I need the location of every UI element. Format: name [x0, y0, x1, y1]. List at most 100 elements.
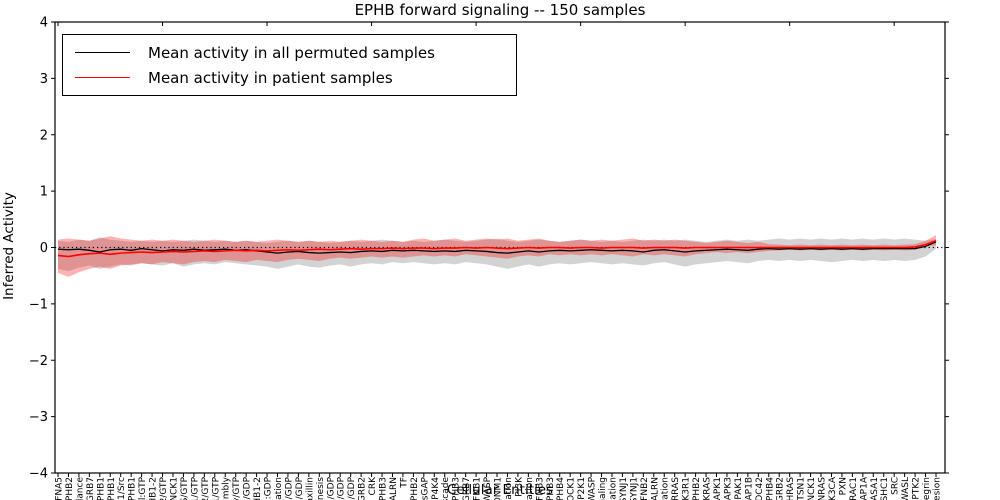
- patient-band: [58, 235, 936, 277]
- x-tick-label: Ephrin B/EPHB2/KALRN: [389, 477, 399, 500]
- x-tick-label: mol:GDP: [264, 476, 274, 500]
- x-tick-label: MAP2K1: [577, 477, 587, 500]
- x-tick-label: receptor internalization: [608, 477, 618, 500]
- confidence-bands: [58, 235, 936, 277]
- x-tick-label: Ephrin B/EPHB2: [410, 477, 420, 500]
- x-tick-label: PTK2: [912, 477, 922, 500]
- x-tick-label: RAS family/GDP: [337, 476, 347, 500]
- x-tick-label: CDC42/GTP: [201, 476, 211, 500]
- x-tick-label: Ephrin B/EPHB1/Src/p52 SHC/GRB2: [358, 477, 368, 500]
- x-tick-label: Rac1/GTP: [190, 476, 200, 500]
- x-tick-label: GRB7: [462, 477, 472, 500]
- y-tick-labels: 4 3 2 1 0 −1 −2 −3 −4: [29, 16, 48, 482]
- legend: Mean activity in all permuted samples Me…: [62, 34, 517, 96]
- x-tick-label: cell-cell signaling: [598, 477, 608, 500]
- x-tick-label: cell adhesion mediated by integrin: [922, 477, 932, 500]
- x-tick-label: TF: [399, 477, 409, 489]
- x-tick-label: Ephrin B/EPHB1/Src: [117, 477, 127, 500]
- x-tick-label: WASL: [901, 477, 911, 500]
- x-tick-label: SYNJ1: [619, 477, 629, 500]
- x-tick-label: RAC1-CDC42/GTP: [159, 476, 169, 500]
- x-tick-label: ruffle organization: [504, 477, 514, 500]
- x-tick-label: RAP1B: [744, 477, 754, 500]
- y-tick-label: 3: [40, 72, 48, 87]
- x-tick-label: Ephrin B/EPHB1/GRB7: [86, 477, 96, 500]
- x-tick-label: EPHB1: [96, 477, 106, 500]
- x-tick-label: SRC: [891, 477, 901, 495]
- x-tick-label: ITSN1: [797, 477, 807, 500]
- x-tick-label: Rap1/GTP: [211, 476, 221, 500]
- x-tick-label: EFNB1: [473, 477, 483, 500]
- x-tick-label: PAK1: [734, 477, 744, 500]
- x-tick-label: DNM1: [494, 477, 504, 500]
- x-tick-label: ROCK1: [567, 477, 577, 500]
- x-tick-label: neuron projection morphogenesis: [316, 477, 326, 500]
- x-tick-label: GRB2: [776, 477, 786, 500]
- x-tick-label: Ephrin B2/EPHB1-2: [253, 477, 263, 500]
- y-tick-label: 0: [40, 241, 48, 256]
- x-tick-label: MAPK3: [723, 477, 733, 500]
- y-axis-label: Inferred Activity: [1, 192, 17, 300]
- x-axis-label: Cellular Entities: [446, 482, 554, 498]
- legend-label-permuted: Mean activity in all permuted samples: [148, 43, 435, 62]
- x-tick-label: HRAS: [786, 477, 796, 500]
- x-tick-label: EFNA5: [55, 477, 65, 500]
- y-tick-label: −3: [29, 410, 48, 425]
- chart-title: EPHB forward signaling -- 150 samples: [354, 1, 646, 19]
- x-tick-label: KALRN: [650, 477, 660, 500]
- legend-line-permuted-icon: [75, 52, 130, 53]
- x-tick-label: PIK3R1: [682, 477, 692, 500]
- x-tick-label: RASA1: [870, 477, 880, 500]
- permuted-band: [58, 237, 936, 272]
- x-tick-label: Ephrin A5/EPHB2: [65, 477, 75, 500]
- x-tick-label: Ephrin B/EPHB1/Src/Paxillin: [305, 477, 315, 500]
- x-tick-label: Ephrin B1/EPHB1: [128, 477, 138, 500]
- x-tick-label: PI3K: [514, 476, 524, 497]
- legend-item-permuted: Mean activity in all permuted samples: [75, 44, 504, 62]
- y-tick-label: −1: [29, 297, 48, 312]
- legend-label-patient: Mean activity in patient samples: [148, 68, 393, 87]
- y-tick-label: −4: [29, 467, 48, 482]
- x-tick-label: JNK cascade: [441, 477, 451, 500]
- x-tick-label: EPHB3: [546, 477, 556, 500]
- x-tick-label: KRAS: [703, 477, 713, 500]
- legend-line-patient-icon: [75, 77, 130, 78]
- x-tick-label: RRAS: [671, 477, 681, 500]
- y-tick-label: 2: [40, 128, 48, 143]
- x-tick-label: actin cytoskeleton reorganization: [274, 477, 284, 500]
- x-tick-label: PIK3CA: [828, 476, 838, 500]
- x-tick-label: Ephrin B/EPHB1: [107, 477, 117, 500]
- x-tick-label: cell-cell adhesion: [933, 477, 943, 500]
- x-tick-label: Ephrin B/EPHB2/Intersectin/N-WASP: [483, 476, 493, 500]
- x-tick-label: NRAS: [818, 477, 828, 500]
- x-tick-label: MAPK1: [713, 477, 723, 500]
- x-tick-label: Ephrin B1/EPHB3: [452, 477, 462, 500]
- x-tick-label: CDC42: [755, 477, 765, 500]
- x-tick-label: cell migration: [661, 477, 671, 500]
- x-tick-label: RAC1-CDC42/GDP: [347, 476, 357, 500]
- x-tick-labels: EFNA5Ephrin A5/EPHB2axon guidanceEphrin …: [55, 476, 943, 500]
- x-tick-label: mol:GTP: [138, 476, 148, 500]
- series-lines: [57, 239, 937, 258]
- x-tick-label: RAS family/GTP: [232, 476, 242, 500]
- x-tick-label: RAC1: [849, 477, 859, 500]
- x-tick-label: axon guidance: [75, 477, 85, 500]
- x-tick-label: Ephrin B2/EPHB4: [556, 477, 566, 500]
- x-tick-label: EPHB2: [692, 477, 702, 500]
- patient-mean-line: [57, 239, 937, 258]
- x-tick-label: PXN: [838, 477, 848, 495]
- x-tick-label: CDC42/GDP: [284, 476, 294, 500]
- x-tick-label: EPHB4: [765, 477, 775, 500]
- x-tick-label: CRK: [368, 476, 378, 496]
- x-tick-label: NCK1: [807, 477, 817, 500]
- y-tick-label: 1: [40, 185, 48, 200]
- x-tick-label: RAP1/GDP: [326, 476, 336, 500]
- x-tick-label: HRAS/GDP: [243, 476, 253, 500]
- legend-item-patient: Mean activity in patient samples: [75, 69, 504, 87]
- x-tick-label: RAP1A: [859, 476, 869, 500]
- x-tick-label: Endophilin/SYNJ1: [629, 477, 639, 500]
- x-tick-label: Intersectin/N-WASP: [588, 476, 598, 500]
- x-tick-label: endothelial cell migration: [525, 477, 535, 500]
- y-tick-label: 4: [40, 16, 48, 31]
